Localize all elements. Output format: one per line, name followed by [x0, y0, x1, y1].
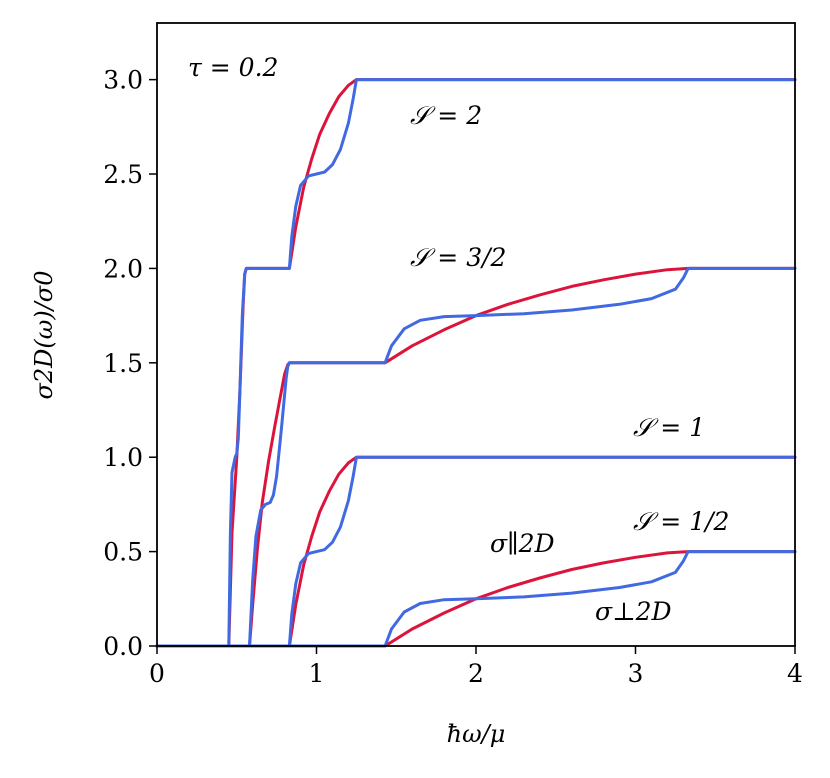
series-line-perpendicular-7 — [155, 78, 797, 648]
y-tick-label: 2.5 — [103, 160, 143, 189]
y-axis-title: σ2D(ω)/σ0 — [30, 271, 58, 400]
series-line-parallel-2 — [155, 455, 797, 648]
x-tick-label: 3 — [628, 659, 644, 688]
x-tick-label: 4 — [787, 659, 803, 688]
y-tick-label: 2.0 — [103, 254, 143, 283]
x-tick-label: 0 — [149, 659, 165, 688]
series-line-perpendicular-1 — [155, 550, 797, 648]
series-line-parallel-6 — [155, 78, 797, 648]
annotation-s12: 𝒮 = 1/2 — [633, 507, 729, 536]
x-axis-title: ħω/μ — [447, 720, 506, 748]
series-layer — [155, 78, 797, 648]
y-tick-label: 1.5 — [103, 349, 143, 378]
y-tick-label: 1.0 — [103, 443, 143, 472]
annotation-sigma-parallel: σ∥2D — [490, 529, 555, 558]
series-line-perpendicular-5 — [155, 266, 797, 648]
x-tick-label: 1 — [309, 659, 325, 688]
y-tick-label: 3.0 — [103, 66, 143, 95]
annotation-sigma-perpendicular: σ⊥2D — [595, 597, 672, 626]
y-tick-label: 0.5 — [103, 538, 143, 567]
annotation-s2: 𝒮 = 2 — [410, 101, 482, 130]
annotation-s1: 𝒮 = 1 — [633, 413, 705, 442]
annotation-s32: 𝒮 = 3/2 — [410, 243, 506, 272]
annotation-tau: τ = 0.2 — [188, 53, 278, 82]
ticks-layer: 0 1 2 3 4 0.0 0.5 1.0 1.5 2.0 2.5 3.0 — [103, 66, 803, 688]
series-line-perpendicular-3 — [155, 455, 797, 648]
x-tick-label: 2 — [468, 659, 484, 688]
y-tick-label: 0.0 — [103, 632, 143, 661]
series-line-parallel-0 — [155, 550, 797, 648]
